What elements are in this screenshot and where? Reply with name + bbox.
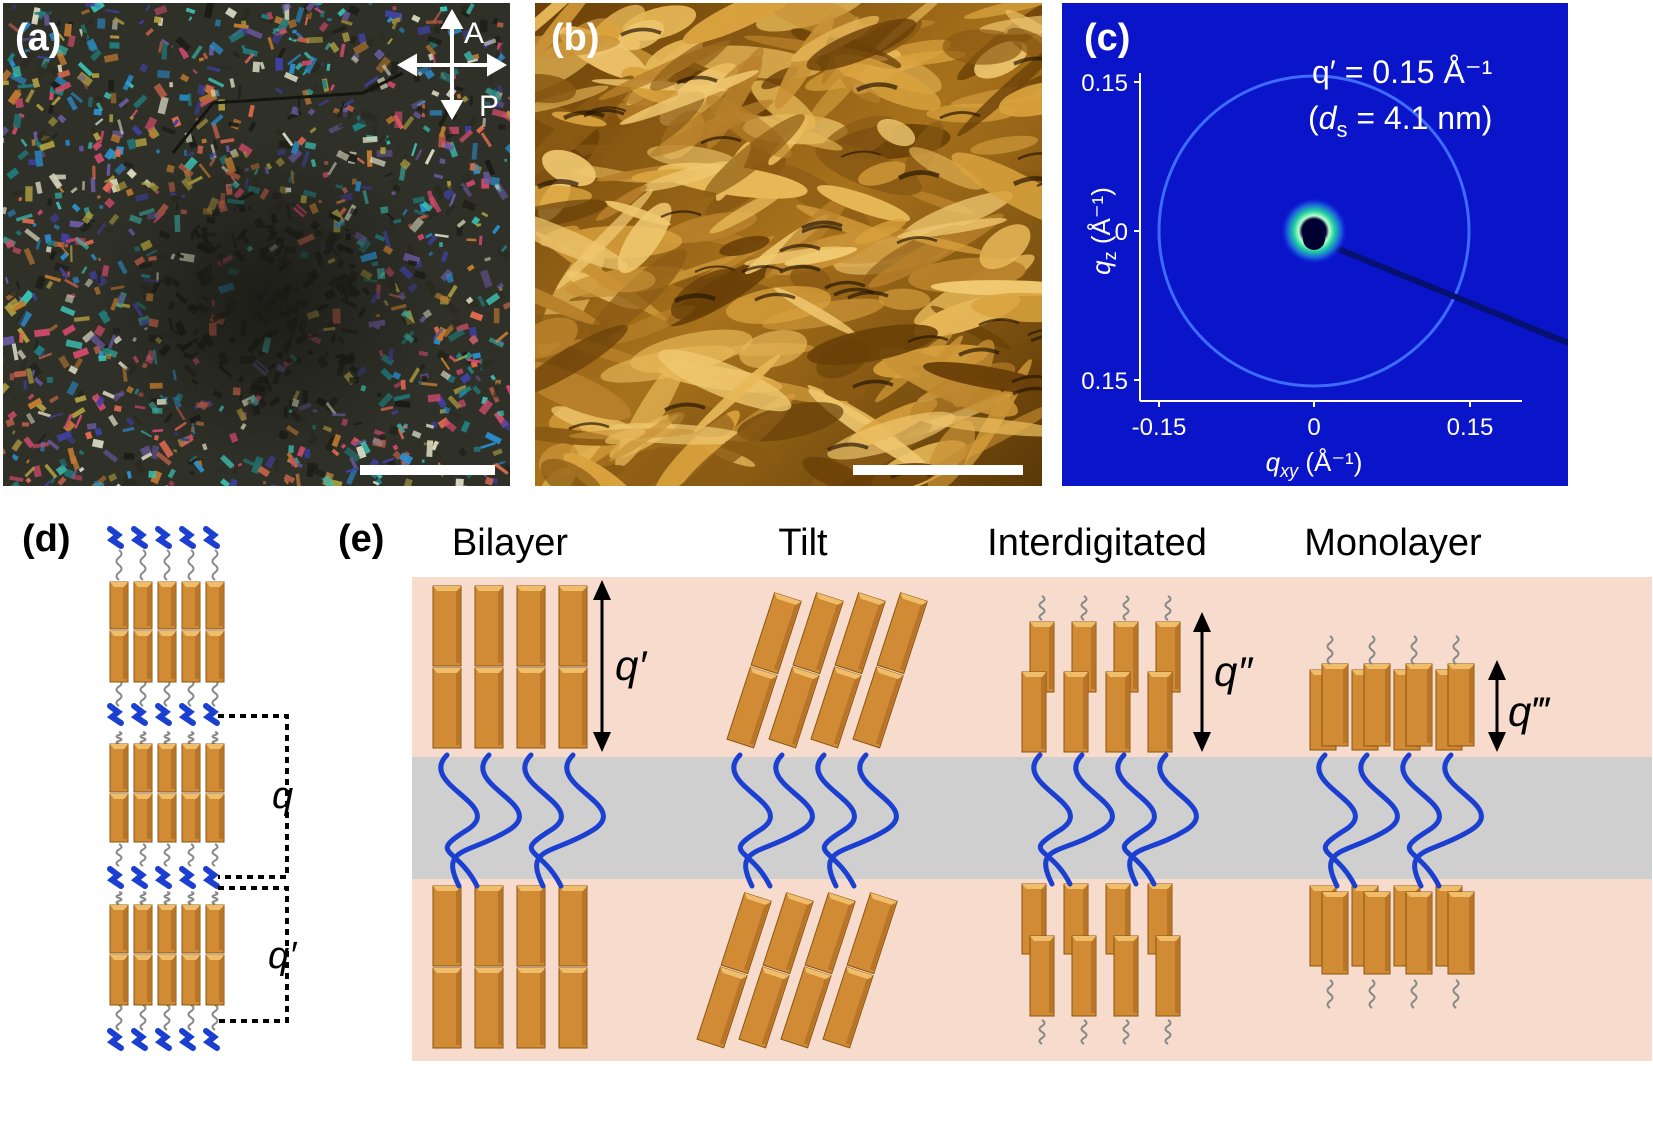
analyzer-label: A bbox=[464, 17, 484, 50]
polarizer-cross-icon bbox=[396, 8, 508, 121]
spacing-arrow-bilayer bbox=[593, 580, 611, 752]
column-title-bilayer: Bilayer bbox=[452, 522, 568, 564]
scale-bar bbox=[853, 465, 1023, 475]
x-axis-title: qxy (Å⁻¹) bbox=[1266, 447, 1363, 481]
x-tick-label: 0 bbox=[1307, 414, 1320, 441]
spacing-label-bilayer: q′ bbox=[615, 642, 648, 689]
beamstop-arm bbox=[1312, 236, 1568, 346]
x-tick-label: 0.15 bbox=[1447, 414, 1494, 441]
spacing-label-interdigitated: q″ bbox=[1214, 648, 1254, 695]
spacing-arrow-monolayer bbox=[1488, 660, 1506, 752]
panel-d-schematic: (d) q q′ bbox=[0, 500, 400, 1124]
matrix-region bbox=[412, 757, 1652, 879]
polarizer-label: P bbox=[479, 90, 499, 123]
panel-label-b: (b) bbox=[551, 17, 600, 59]
saxs-pattern: 0.15 0 0.15 -0.15 0 0.15 qxy (Å⁻¹) qz (Å… bbox=[1062, 3, 1568, 486]
panel-label-a: (a) bbox=[15, 17, 62, 59]
afm-image bbox=[535, 3, 1042, 486]
panel-c-saxs: 0.15 0 0.15 -0.15 0 0.15 qxy (Å⁻¹) qz (Å… bbox=[1062, 3, 1568, 486]
crack-line bbox=[171, 71, 404, 154]
spacing-label-monolayer: q‴ bbox=[1508, 688, 1550, 735]
panel-label-d: (d) bbox=[22, 518, 71, 560]
d-spacing-annotation: (ds = 4.1 nm) bbox=[1308, 100, 1492, 142]
y-tick-label: 0.15 bbox=[1081, 368, 1128, 395]
column-title-monolayer: Monolayer bbox=[1304, 522, 1482, 564]
x-tick-label: -0.15 bbox=[1132, 414, 1187, 441]
panel-label-e: (e) bbox=[338, 518, 385, 560]
y-tick-label: 0.15 bbox=[1081, 70, 1128, 97]
q-prime-annotation: q′ = 0.15 Å⁻¹ bbox=[1312, 54, 1492, 90]
panel-b-afm: (b) bbox=[535, 3, 1042, 486]
scale-bar bbox=[360, 465, 495, 475]
scattering-ring bbox=[1157, 74, 1471, 388]
spacing-label-q: q bbox=[272, 775, 293, 817]
spacing-label-q-prime: q′ bbox=[268, 935, 298, 977]
column-title-interdigitated: Interdigitated bbox=[987, 522, 1207, 564]
panel-label-c: (c) bbox=[1084, 17, 1131, 59]
panel-e-models: (e) Bilayer Tilt Interdigitated Monolaye… bbox=[330, 500, 1653, 1124]
micrograph-image: A P bbox=[3, 3, 510, 486]
packing-models-diagram: Bilayer Tilt Interdigitated Monolayer q′… bbox=[412, 522, 1652, 1061]
spacing-bracket-q bbox=[218, 714, 289, 879]
spacing-bracket-q-prime bbox=[218, 886, 289, 1023]
y-axis-title: qz (Å⁻¹) bbox=[1086, 187, 1120, 275]
y-tick-label: 0 bbox=[1115, 219, 1128, 246]
spacing-arrow-interdigitated bbox=[1193, 612, 1211, 752]
layer-stack-diagram: q q′ bbox=[106, 526, 298, 1051]
panel-a-micrograph: A P (a) bbox=[3, 3, 510, 486]
column-title-tilt: Tilt bbox=[778, 522, 828, 564]
